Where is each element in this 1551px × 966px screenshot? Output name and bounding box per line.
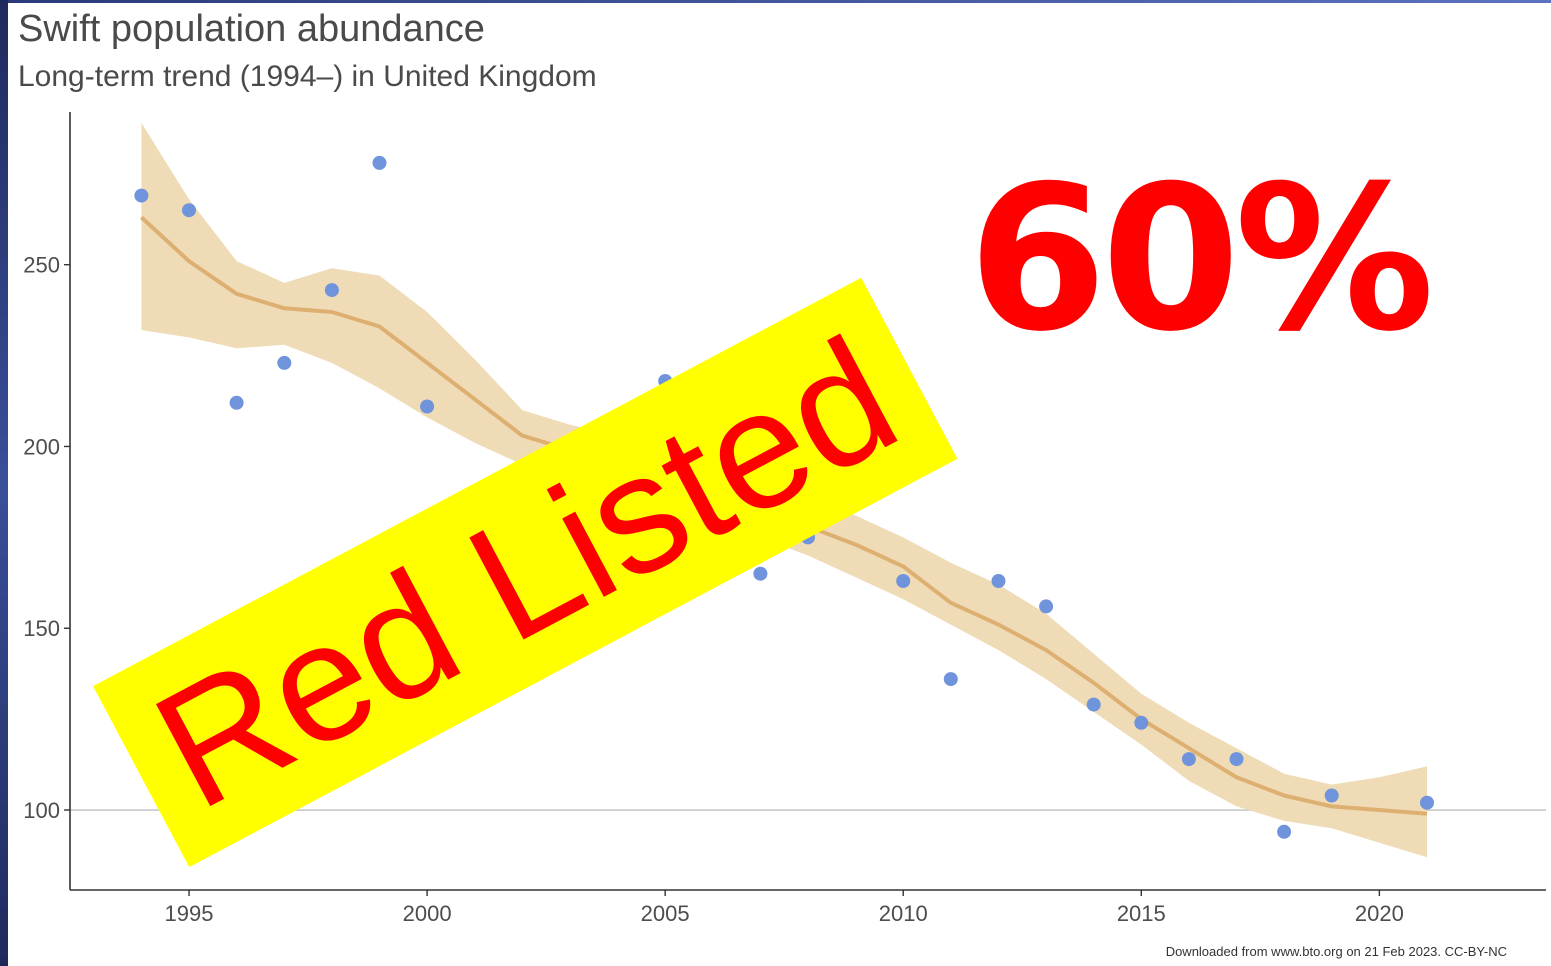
data-point — [229, 395, 244, 410]
data-point — [991, 574, 1006, 588]
data-point — [753, 566, 768, 581]
data-point — [1229, 752, 1244, 767]
y-tick-label: 100 — [23, 798, 60, 823]
data-point — [1324, 788, 1339, 803]
decline-percentage: 60% — [968, 143, 1435, 376]
x-tick-label: 1995 — [165, 901, 214, 926]
x-tick-label: 2015 — [1117, 901, 1166, 926]
data-point — [277, 355, 292, 370]
data-point — [896, 574, 911, 588]
data-point — [182, 203, 196, 218]
x-tick-label: 2010 — [879, 901, 928, 926]
chart-axes: 100 150 200 250 1995 2000 2005 2010 2015 2020 — [23, 112, 1546, 926]
data-point — [1277, 824, 1292, 839]
chart-subtitle: Long-term trend (1994–) in United Kingdo… — [18, 60, 597, 93]
data-point — [420, 399, 435, 414]
data-point — [943, 672, 958, 687]
chart-title: Swift population abundance — [18, 8, 485, 50]
data-point — [1086, 697, 1101, 712]
data-point — [1134, 715, 1149, 730]
x-tick-label: 2005 — [641, 901, 690, 926]
frame-left-border — [0, 0, 8, 966]
y-tick-label: 150 — [23, 616, 60, 641]
y-tick-label: 250 — [23, 253, 60, 278]
y-tick-label: 200 — [23, 434, 60, 459]
data-point — [134, 188, 149, 203]
data-point — [1039, 599, 1054, 614]
data-point — [1420, 795, 1434, 810]
data-point — [1181, 752, 1196, 767]
download-credit: Downloaded from www.bto.org on 21 Feb 20… — [1165, 944, 1507, 959]
frame-top-border — [0, 0, 1551, 3]
x-tick-label: 2000 — [403, 901, 452, 926]
data-point — [324, 283, 339, 298]
data-points-layer — [134, 155, 1434, 839]
x-tick-label: 2020 — [1355, 901, 1404, 926]
data-point — [372, 155, 387, 170]
